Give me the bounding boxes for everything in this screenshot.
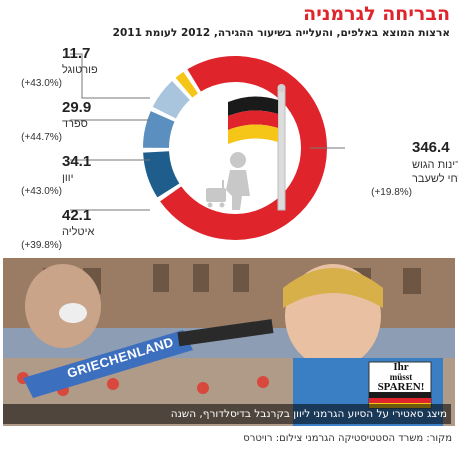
label-name-eastern-bloc-line2: המזרחי לשעבר	[412, 172, 458, 185]
leader-line-portugal	[70, 53, 150, 99]
traveler-with-suitcase-icon	[206, 152, 250, 210]
label-change-italy: (+39.8%)	[21, 240, 62, 251]
chart-subtitle: ארצות המוצא באלפים, והעלייה בשיעור ההגיר…	[112, 27, 450, 39]
label-change-portugal: (+43.0%)	[21, 78, 62, 89]
label-name-greece: יוון	[62, 172, 73, 184]
sign-sparen-line3: SPAREN!	[377, 381, 425, 393]
label-value-eastern-bloc: 346.4	[412, 139, 450, 156]
chart-title: הבריחה לגרמניה	[303, 3, 450, 25]
label-value-greece: 34.1	[62, 153, 91, 170]
donut-slices	[143, 55, 327, 241]
sign-sparen: Ihr müsst SPAREN!	[372, 361, 430, 393]
label-name-italy: איטליה	[62, 225, 94, 238]
label-change-spain: (+44.7%)	[21, 132, 62, 143]
donut-slice-portugal	[175, 71, 198, 98]
sign-sparen-line1: Ihr	[393, 361, 409, 373]
label-name-spain: ספרד	[62, 118, 88, 130]
label-value-spain: 29.9	[62, 99, 91, 116]
donut-slice-italy	[143, 151, 180, 198]
label-value-portugal: 11.7	[62, 45, 90, 62]
carnival-photo: GRIECHENLAND Ihr müsst SPAREN!	[3, 258, 455, 426]
source-credit: מקור: משרד הסטטיסטיקה הגרמני צילום: רויט…	[243, 433, 452, 444]
label-change-eastern-bloc: (+19.8%)	[371, 187, 412, 198]
leader-lines	[70, 53, 345, 211]
carnival-photo-illustration	[3, 258, 455, 426]
sign-sparen-line2: müsst	[389, 372, 413, 382]
photo-caption: מיצג סאטירי על הסיוע הגרמני ליוון בקרנבל…	[3, 404, 451, 424]
donut-chart: 11.7 פורטוגל (+43.0%) 29.9 ספרד (+44.7%)…	[21, 45, 458, 251]
label-name-eastern-bloc-line1: מדינות הגוש	[412, 159, 458, 171]
donut-slice-spain	[152, 80, 190, 119]
label-name-portugal: פורטוגל	[62, 63, 98, 76]
label-change-greece: (+43.0%)	[21, 186, 62, 197]
donut-slice-greece	[143, 111, 175, 148]
germany-flag-icon	[228, 84, 286, 211]
label-value-italy: 42.1	[62, 207, 91, 224]
